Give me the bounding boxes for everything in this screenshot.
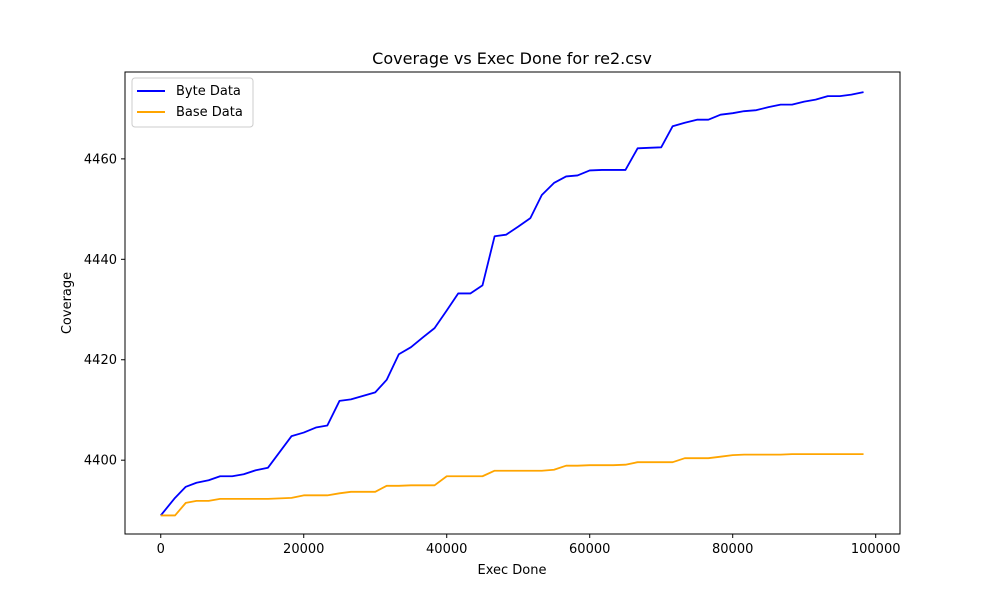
legend-label-base-data: Base Data <box>176 105 243 120</box>
x-axis-label: Exec Done <box>478 563 547 578</box>
y-tick-label: 4460 <box>84 152 117 167</box>
legend: Byte Data Base Data <box>131 77 254 128</box>
y-axis-label: Coverage <box>60 272 75 334</box>
x-tick-label: 80000 <box>712 542 753 557</box>
y-tick-label: 4400 <box>84 454 117 469</box>
x-tick-label: 60000 <box>569 542 610 557</box>
legend-label-byte-data: Byte Data <box>176 84 241 99</box>
x-tick-label: 20000 <box>283 542 324 557</box>
y-axis: 4400 4420 4440 4460 <box>84 152 125 469</box>
y-tick-label: 4420 <box>84 353 117 368</box>
chart-title: Coverage vs Exec Done for re2.csv <box>372 49 652 68</box>
plot-area <box>124 71 901 535</box>
y-tick-label: 4440 <box>84 253 117 268</box>
x-tick-label: 100000 <box>851 542 901 557</box>
x-axis: 0 20000 40000 60000 80000 100000 <box>157 534 901 557</box>
x-tick-label: 0 <box>157 542 165 557</box>
series-line-base-data <box>160 453 864 517</box>
series-layer <box>160 91 864 517</box>
series-line-byte-data <box>160 91 864 516</box>
x-tick-label: 40000 <box>426 542 467 557</box>
